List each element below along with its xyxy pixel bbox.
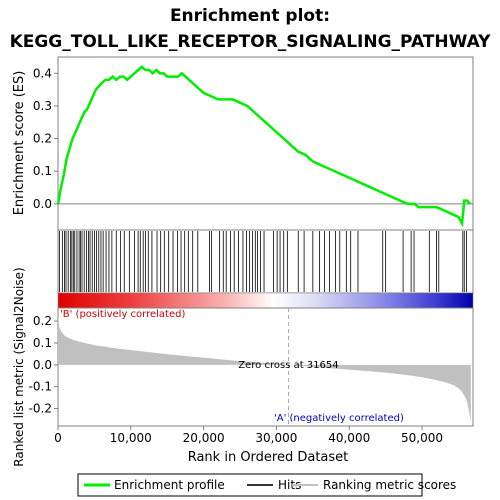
x-axis: 0 10,000 20,000 30,000 40,000 50,000 xyxy=(54,426,443,445)
legend-hits-label: Hits xyxy=(278,478,301,492)
chart-title-line1: Enrichment plot: xyxy=(170,6,330,26)
es-y-tick-label: 0.2 xyxy=(33,132,52,146)
x-axis-label: Rank in Ordered Dataset xyxy=(188,450,349,465)
hits-track xyxy=(59,231,467,292)
x-tick-label: 10,000 xyxy=(110,431,152,445)
x-tick-label: 50,000 xyxy=(401,431,443,445)
zero-cross-annotation: Zero cross at 31654 xyxy=(238,360,338,371)
rank-y-tick-label: 0.1 xyxy=(33,336,52,350)
enrichment-profile-line xyxy=(56,65,472,228)
hits-panel-frame xyxy=(57,229,474,294)
legend-rank-label: Ranking metric scores xyxy=(323,478,456,492)
es-y-axis: 0.0 0.1 0.2 0.3 0.4 xyxy=(33,66,58,211)
rank-color-bar xyxy=(57,292,474,309)
es-y-tick-label: 0.0 xyxy=(33,197,52,211)
rank-y-tick-label: 0.2 xyxy=(33,314,52,328)
rank-y-tick-label: 0.0 xyxy=(33,358,52,372)
rank-y-tick-label: -0.2 xyxy=(29,402,52,416)
x-tick-label: 20,000 xyxy=(183,431,225,445)
es-y-tick-label: 0.3 xyxy=(33,99,52,113)
chart-title-line2: KEGG_TOLL_LIKE_RECEPTOR_SIGNALING_PATHWA… xyxy=(10,32,492,52)
positively-correlated-label: 'B' (positively correlated) xyxy=(60,309,185,320)
es-y-tick-label: 0.4 xyxy=(33,66,52,80)
x-tick-label: 40,000 xyxy=(328,431,370,445)
rank-y-axis: -0.2 -0.1 0.0 0.1 0.2 xyxy=(29,314,58,416)
x-tick-label: 0 xyxy=(54,431,62,445)
x-tick-label: 30,000 xyxy=(255,431,297,445)
legend-enrichment-label: Enrichment profile xyxy=(114,478,225,492)
rank-y-axis-label: Ranked list metric (Signal2Noise) xyxy=(12,267,26,466)
rank-y-tick-label: -0.1 xyxy=(29,380,52,394)
es-y-tick-label: 0.1 xyxy=(33,164,52,178)
es-y-axis-label: Enrichment score (ES) xyxy=(12,71,27,216)
ranking-metric-area xyxy=(58,316,471,422)
negatively-correlated-label: 'A' (negatively correlated) xyxy=(274,413,404,424)
